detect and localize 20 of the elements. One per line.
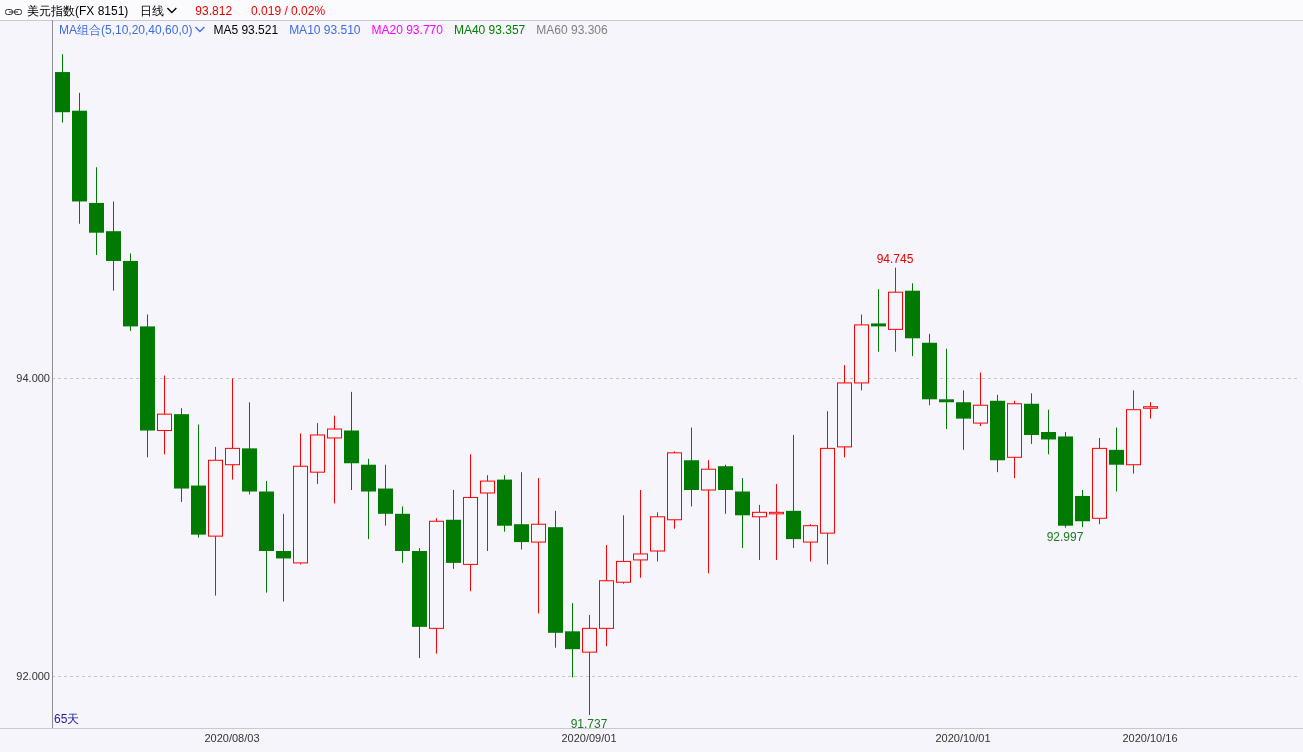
x-tick-label: 2020/08/03	[204, 732, 260, 744]
subtitle: 日线	[140, 4, 165, 18]
annotation: MA20 93.770	[371, 23, 443, 37]
x-tick-label: 2020/09/01	[561, 732, 617, 744]
y-tick-label: 92.000	[16, 669, 50, 682]
annotation: 94.745	[876, 251, 914, 266]
annotation: MA60 93.306	[536, 23, 608, 37]
y-tick-label: 94.000	[16, 372, 50, 385]
x-tick-label: 2020/10/01	[935, 732, 991, 744]
x-tick-label: 2020/10/16	[1122, 732, 1178, 744]
annotation: 0.019 / 0.02%	[251, 4, 326, 18]
annotation: MA5 93.521	[213, 23, 279, 37]
annotation: 92.997	[1046, 529, 1084, 544]
title: 美元指数(FX 8151)	[27, 4, 129, 18]
annotation: MA10 93.510	[289, 23, 361, 37]
annotation: 91.737	[570, 717, 608, 732]
annotation: MA组合(5,10,20,40,60,0)	[59, 23, 193, 37]
annotation: MA40 93.357	[453, 23, 526, 37]
annotation: 93.812	[195, 4, 233, 18]
annotation: 65天	[54, 712, 80, 726]
